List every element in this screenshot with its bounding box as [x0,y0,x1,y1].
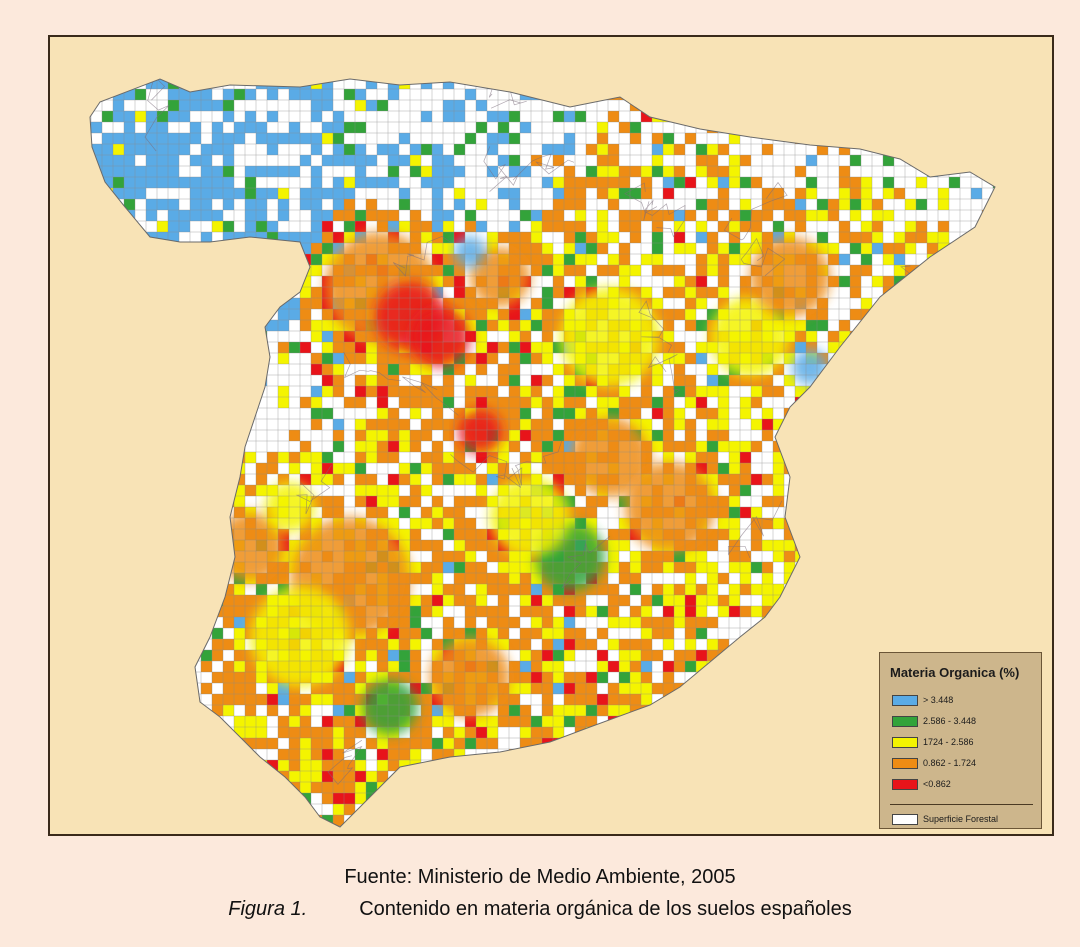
spain-outline [89,78,996,828]
legend-label-medium: 1724 - 2.586 [923,737,974,747]
legend-item-high: 2.586 - 3.448 [892,714,976,728]
legend-swatch-medium [892,736,918,748]
map-legend: Materia Organica (%) > 3.448 2.586 - 3.4… [879,652,1042,829]
legend-label-high: 2.586 - 3.448 [923,716,977,726]
legend-label-very-low: <0.862 [923,779,951,789]
legend-swatch-forest [892,813,918,825]
legend-label-low: 0.862 - 1.724 [923,758,977,768]
legend-title: Materia Organica (%) [890,665,1020,680]
legend-item-very-high: > 3.448 [892,693,953,707]
legend-swatch-low [892,757,918,769]
legend-item-forest: Superficie Forestal [892,812,998,826]
legend-item-medium: 1724 - 2.586 [892,735,974,749]
legend-label-very-high: > 3.448 [923,695,954,705]
legend-item-very-low: <0.862 [892,777,951,791]
legend-divider [890,804,1033,805]
legend-swatch-very-low [892,778,918,790]
figure-source: Fuente: Ministerio de Medio Ambiente, 20… [344,866,736,888]
spain-soil-organic-matter-map [89,78,996,828]
figure-label: Figura 1. [228,898,308,920]
legend-swatch-very-high [892,694,918,706]
legend-item-low: 0.862 - 1.724 [892,756,976,770]
figure-title: Contenido en materia orgánica de los sue… [359,898,852,920]
figure-caption: Figura 1. Contenido en materia orgánica d… [0,898,1080,921]
legend-label-forest: Superficie Forestal [923,814,999,824]
legend-swatch-high [892,715,918,727]
map-frame: Materia Organica (%) > 3.448 2.586 - 3.4… [48,35,1054,836]
